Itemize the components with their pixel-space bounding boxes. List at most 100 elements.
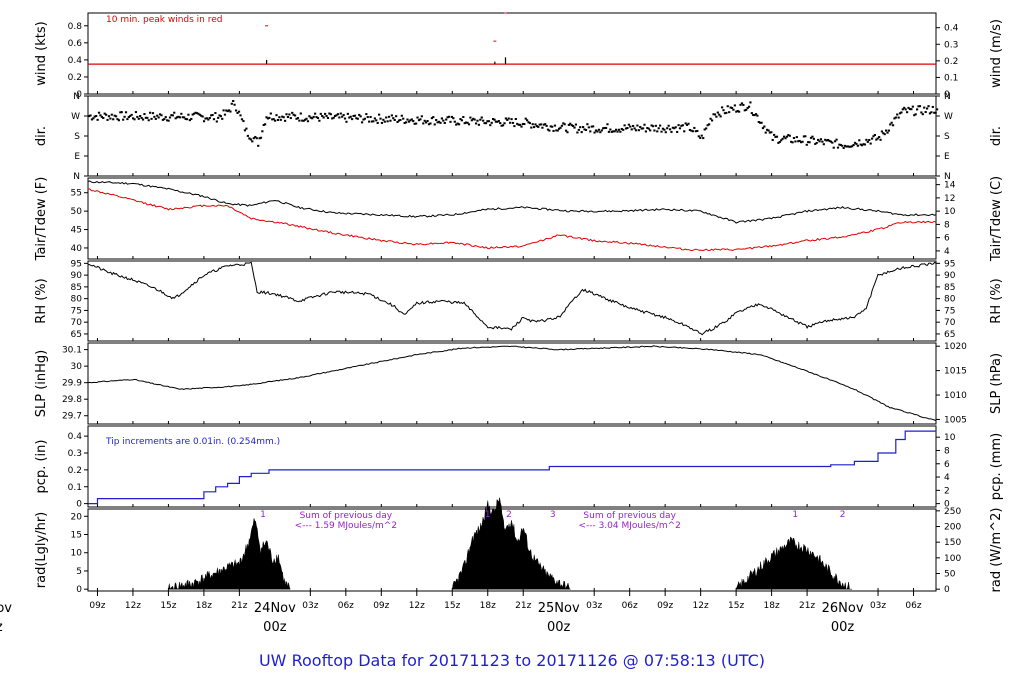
direction-point [931,105,934,108]
direction-point [775,135,779,138]
direction-point [535,125,538,128]
direction-point [559,126,562,129]
direction-point [697,135,700,138]
direction-point [653,129,656,132]
y-tick-label-left: 90 [71,271,83,281]
direction-point [483,122,486,125]
direction-point [917,105,920,108]
direction-point [546,128,550,131]
direction-point [342,114,345,117]
direction-point [463,122,466,125]
direction-point [296,117,300,120]
direction-point [328,112,331,115]
direction-point [537,125,540,128]
direction-point [122,118,125,121]
direction-point [321,115,324,118]
direction-point [200,114,203,117]
direction-point [809,136,813,139]
direction-point [567,123,570,126]
direction-point [894,116,897,119]
direction-point [144,116,147,119]
direction-point [848,145,851,148]
direction-point [422,122,425,125]
direction-point [494,120,498,123]
direction-point [211,113,214,116]
direction-point [865,138,868,141]
direction-point [139,115,142,118]
direction-point [507,117,510,120]
solar-radiation-area [735,536,852,590]
direction-point [506,118,509,121]
direction-point [443,122,446,125]
direction-point [356,117,359,120]
direction-point [663,128,666,131]
direction-point [130,113,133,116]
direction-point [604,126,608,129]
y-tick-label-left: 29.8 [62,395,82,405]
direction-point [306,120,310,123]
direction-point [825,139,828,142]
direction-point [571,124,575,127]
direction-point [661,127,665,130]
direction-point [839,144,842,147]
direction-point [811,135,814,138]
y-tick-label-right: 1020 [944,342,967,352]
direction-point [787,134,790,137]
direction-point [210,114,213,117]
direction-point [726,105,729,108]
direction-point [286,115,290,118]
y-tick-label-left: 0.4 [68,432,83,442]
y-tick-label-left: 40 [71,244,83,254]
x-tick-label: 15z [444,601,460,611]
direction-point [487,120,490,123]
x-tick-label: 03z [586,601,602,611]
direction-point [177,115,180,118]
y-tick-label-right: 95 [944,259,955,269]
direction-point [930,111,933,114]
x-tick-label: 06z [338,601,354,611]
direction-point [656,130,659,133]
direction-point [555,129,558,132]
direction-point [696,129,699,132]
direction-point [476,119,479,122]
direction-point [784,137,787,140]
direction-point [474,122,478,125]
direction-point [520,125,523,128]
direction-point [89,114,92,117]
radiation-day-label: 3 [550,510,556,520]
direction-point [699,136,702,139]
direction-point [298,119,301,122]
direction-point [819,138,823,141]
panel-pcp: pcp. (in) pcp. (mm) 0 0.1 0.2 0.3 0.4 0 2 4 6 8 10 Ti… [34,425,1004,510]
y-tick-label-right: 100 [944,554,961,564]
y-axis-label-left: SLP (inHg) [34,350,49,418]
direction-point [197,112,200,115]
direction-point [440,117,444,120]
direction-point [553,124,557,127]
direction-point [509,121,512,124]
x-tick-label: 09z [657,601,673,611]
x-tick-label: 03z [870,601,886,611]
y-tick-label-left: 80 [71,295,83,305]
direction-point [467,123,471,126]
direction-point [293,114,297,117]
direction-point [457,123,461,126]
direction-point [824,138,827,141]
direction-point [219,115,222,118]
direction-point [426,120,429,123]
direction-point [718,113,721,116]
direction-point [654,124,657,127]
direction-point [667,124,670,127]
direction-point [102,117,105,120]
direction-point [496,120,499,123]
direction-point [95,115,98,118]
direction-point [763,125,766,128]
direction-point [183,116,186,119]
y-tick-label-left: 95 [71,259,82,269]
panel-temp: Tair/Tdew (F) Tair/Tdew (C) 40 45 50 55 4 6 8 10 1… [34,176,1004,262]
y-tick-label-left: 30.1 [62,346,82,356]
direction-point [246,134,249,137]
x-tick-label: 09z [89,601,105,611]
direction-point [834,140,837,143]
direction-point [668,128,672,131]
